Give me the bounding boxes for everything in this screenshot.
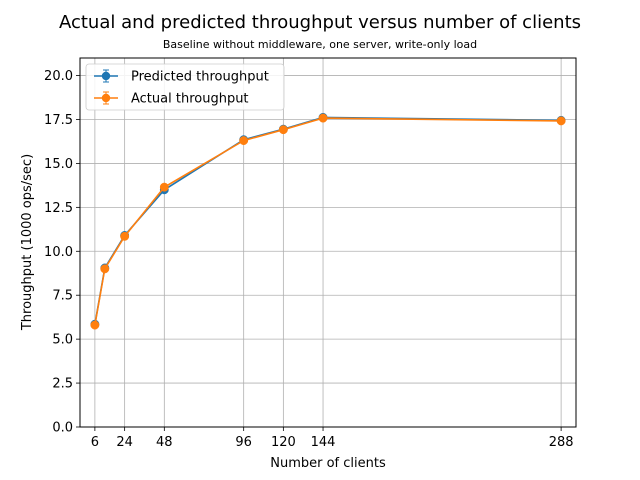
data-point (120, 231, 130, 241)
legend-item: Actual throughput (94, 91, 249, 107)
y-tick-label: 20.0 (44, 69, 73, 84)
y-tick-label: 17.5 (44, 113, 73, 128)
x-tick-label: 24 (116, 435, 133, 450)
chart-title: Actual and predicted throughput versus n… (59, 12, 581, 33)
x-tick-label: 288 (549, 435, 574, 450)
legend: Predicted throughput Actual throughput (85, 63, 285, 111)
chart-subtitle: Baseline without middleware, one server,… (163, 38, 477, 51)
series-layer (90, 112, 566, 330)
x-tick-label: 6 (91, 435, 99, 450)
y-tick-label: 12.5 (44, 201, 73, 216)
legend-item: Predicted throughput (94, 69, 269, 85)
x-tick-label: 144 (311, 435, 336, 450)
data-point (159, 182, 169, 192)
data-point (100, 264, 110, 274)
data-point (278, 125, 288, 135)
data-point (239, 136, 249, 146)
plot-frame (79, 57, 577, 428)
data-point (318, 113, 328, 123)
series-line (94, 117, 562, 326)
x-tick-label: 120 (271, 435, 296, 450)
x-axis: 6 24 48 96 120 144 288 (91, 427, 574, 450)
legend-frame (85, 63, 285, 111)
series-2 (90, 113, 566, 330)
y-tick-label: 0.0 (52, 421, 73, 436)
x-tick-label: 48 (156, 435, 173, 450)
data-point (90, 320, 100, 330)
legend-label: Predicted throughput (131, 70, 269, 85)
data-point (556, 116, 566, 126)
y-tick-label: 2.5 (52, 377, 73, 392)
legend-marker-icon (101, 93, 111, 103)
y-tick-label: 7.5 (52, 289, 73, 304)
y-tick-label: 10.0 (44, 245, 73, 260)
legend-label: Actual throughput (131, 92, 249, 107)
x-tick-label: 96 (235, 435, 252, 450)
y-tick-label: 15.0 (44, 157, 73, 172)
y-axis-label: Throughput (1000 ops/sec) (20, 154, 35, 331)
legend-marker-icon (101, 71, 111, 81)
y-tick-label: 5.0 (52, 333, 73, 348)
plot-area (80, 58, 576, 427)
y-axis: 0.0 2.5 5.0 7.5 10.0 12.5 15.0 17.5 20.0 (44, 69, 80, 436)
x-axis-label: Number of clients (270, 456, 386, 471)
